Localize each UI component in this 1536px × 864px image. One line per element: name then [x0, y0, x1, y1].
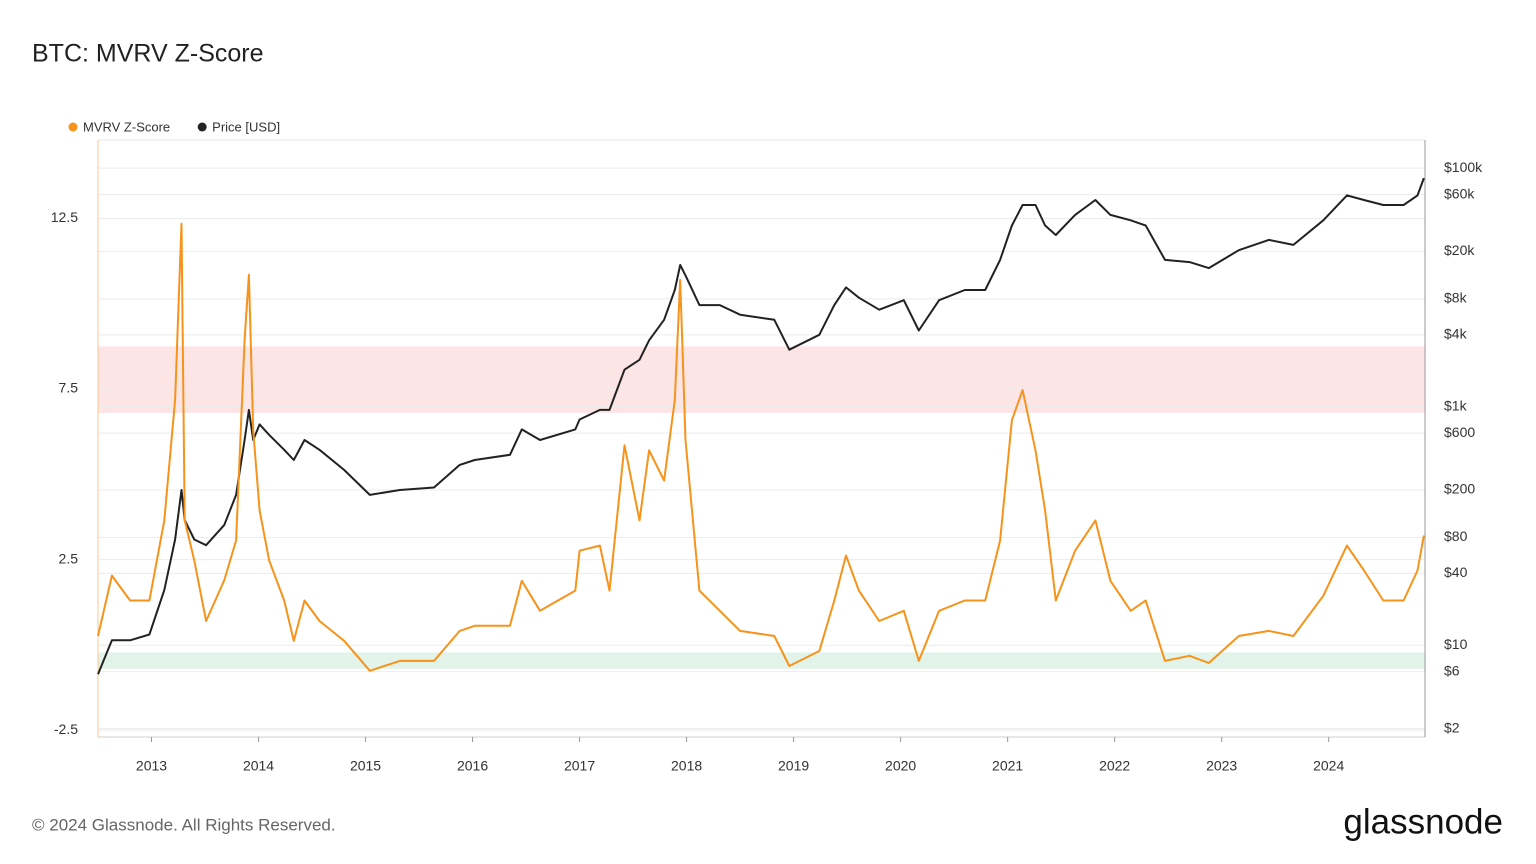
series-line: [97, 177, 1425, 675]
legend-marker: [68, 122, 78, 132]
zone-band: [98, 346, 1425, 413]
x-tick-label: 2014: [243, 758, 274, 774]
legend-marker: [197, 122, 207, 132]
y2-tick-label: $1k: [1444, 397, 1468, 413]
y2-tick-label: $600: [1444, 424, 1475, 440]
y2-tick-label: $40: [1444, 564, 1468, 580]
legend-label: Price [USD]: [212, 119, 280, 134]
x-tick-label: 2017: [564, 758, 595, 774]
y2-tick-label: $60k: [1444, 185, 1475, 201]
y2-tick-label: $100k: [1444, 159, 1483, 175]
chart-title: BTC: MVRV Z-Score: [32, 40, 264, 68]
copyright: © 2024 Glassnode. All Rights Reserved.: [32, 815, 336, 834]
x-tick-label: 2013: [136, 758, 167, 774]
y2-tick-label: $10: [1444, 636, 1468, 652]
x-tick-label: 2023: [1206, 758, 1237, 774]
y2-tick-label: $20k: [1444, 242, 1475, 258]
x-tick-label: 2019: [778, 758, 809, 774]
brand-logo: glassnode: [1343, 802, 1503, 841]
series-line: [97, 222, 1425, 672]
y-tick-label: 7.5: [59, 380, 79, 396]
x-tick-label: 2022: [1099, 758, 1130, 774]
zone-band: [98, 652, 1425, 669]
y-tick-label: 12.5: [51, 209, 78, 225]
x-tick-label: 2018: [671, 758, 702, 774]
y2-tick-label: $80: [1444, 528, 1468, 544]
y2-tick-label: $4k: [1444, 326, 1468, 342]
x-tick-label: 2020: [885, 758, 916, 774]
y2-tick-label: $6: [1444, 662, 1460, 678]
y-tick-label: -2.5: [54, 721, 78, 737]
y2-tick-label: $200: [1444, 481, 1475, 497]
legend-label: MVRV Z-Score: [83, 119, 170, 134]
x-tick-label: 2015: [350, 758, 381, 774]
y2-tick-label: $8k: [1444, 290, 1468, 306]
x-tick-label: 2021: [992, 758, 1023, 774]
x-tick-label: 2024: [1313, 758, 1344, 774]
y-tick-label: 2.5: [59, 550, 79, 566]
x-tick-label: 2016: [457, 758, 488, 774]
y2-tick-label: $2: [1444, 719, 1460, 735]
